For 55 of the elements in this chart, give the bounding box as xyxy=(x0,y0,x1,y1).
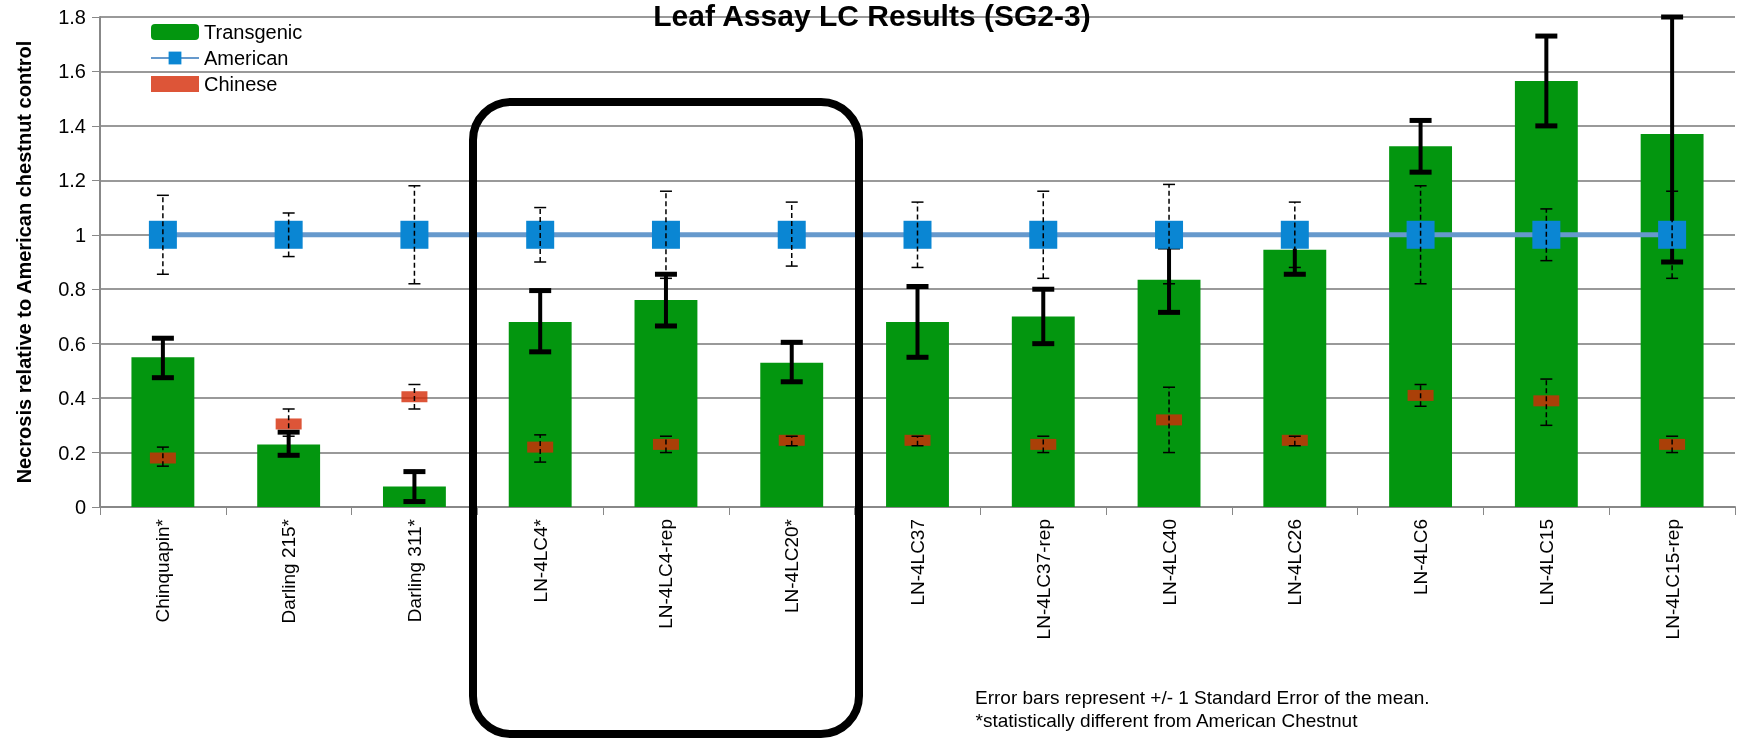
x-tick-label: Chinquapin* xyxy=(152,518,174,623)
y-tick-label: 1.4 xyxy=(58,114,86,137)
y-tick-label: 0.2 xyxy=(58,441,86,464)
point xyxy=(903,220,932,249)
x-tick-label: LN-4LC4* xyxy=(529,518,551,603)
legend-label: American xyxy=(204,47,289,69)
x-tick-label: LN-4LC4-rep xyxy=(655,519,677,629)
bar xyxy=(760,362,824,507)
bar xyxy=(1514,80,1578,507)
y-tick-label: 0.8 xyxy=(58,278,86,301)
point xyxy=(274,220,303,249)
text: *statistically different from American Chestnut xyxy=(975,710,1359,731)
y-axis-title: Necrosis relative to American chestnut control xyxy=(13,40,35,484)
y-tick-label: 0 xyxy=(74,496,86,518)
x-tick-label: LN-4LC26 xyxy=(1284,519,1306,606)
x-tick-label: LN-4LC40 xyxy=(1158,519,1180,606)
point xyxy=(651,220,680,249)
y-tick-label: 1.8 xyxy=(58,6,86,28)
point xyxy=(1406,220,1435,249)
x-tick-label: Darling 215* xyxy=(278,518,300,624)
y-tick-label: 1.6 xyxy=(58,60,86,83)
point xyxy=(777,220,806,249)
x-tick-label: LN-4LC37-rep xyxy=(1032,519,1054,640)
y-tick-label: 1 xyxy=(74,223,86,246)
y-tick-label: 0.4 xyxy=(58,387,86,410)
x-tick-label: Darling 311* xyxy=(403,518,425,623)
bar xyxy=(1011,316,1075,507)
y-tick-label: 0.6 xyxy=(58,332,86,355)
bar xyxy=(634,300,698,507)
bar xyxy=(886,321,949,507)
x-tick-label: LN-4LC20* xyxy=(781,518,803,613)
bar xyxy=(131,357,195,507)
bar xyxy=(508,321,572,507)
y-tick-label: 1.2 xyxy=(58,169,86,192)
point xyxy=(1532,220,1561,249)
text: Error bars represent +/- 1 Standard Error of the mean. xyxy=(974,687,1430,708)
legend-label: Chinese xyxy=(204,73,278,95)
bar xyxy=(1640,134,1704,507)
point xyxy=(1658,220,1687,249)
chart-title: Leaf Assay LC Results (SG2-3) xyxy=(653,0,1091,32)
x-tick-label: LN-4LC15-rep xyxy=(1661,519,1683,640)
point xyxy=(1155,220,1184,249)
legend-label: Transgenic xyxy=(204,21,303,43)
bar xyxy=(1137,279,1201,507)
x-tick-label: LN-4LC6 xyxy=(1410,519,1432,596)
bar xyxy=(1263,249,1327,507)
point xyxy=(400,220,429,249)
x-tick-label: LN-4LC37 xyxy=(907,519,928,606)
bar xyxy=(257,444,321,507)
x-tick-label: LN-4LC15 xyxy=(1535,519,1557,606)
point xyxy=(1029,220,1058,249)
point xyxy=(1280,220,1309,249)
point xyxy=(148,220,177,249)
bar xyxy=(1389,146,1453,507)
point xyxy=(526,220,555,249)
